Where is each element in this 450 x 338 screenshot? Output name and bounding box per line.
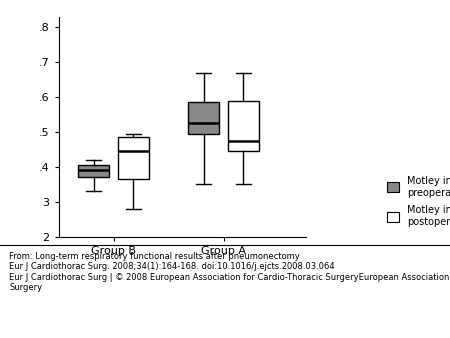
PathPatch shape [78, 165, 109, 177]
PathPatch shape [228, 101, 259, 151]
PathPatch shape [118, 137, 148, 179]
Text: From: Long-term respiratory functional results after pneumonectomy
Eur J Cardiot: From: Long-term respiratory functional r… [9, 252, 450, 292]
Legend: Motley index
preoperative, Motley index
postoperative: Motley index preoperative, Motley index … [382, 171, 450, 232]
PathPatch shape [188, 102, 219, 134]
